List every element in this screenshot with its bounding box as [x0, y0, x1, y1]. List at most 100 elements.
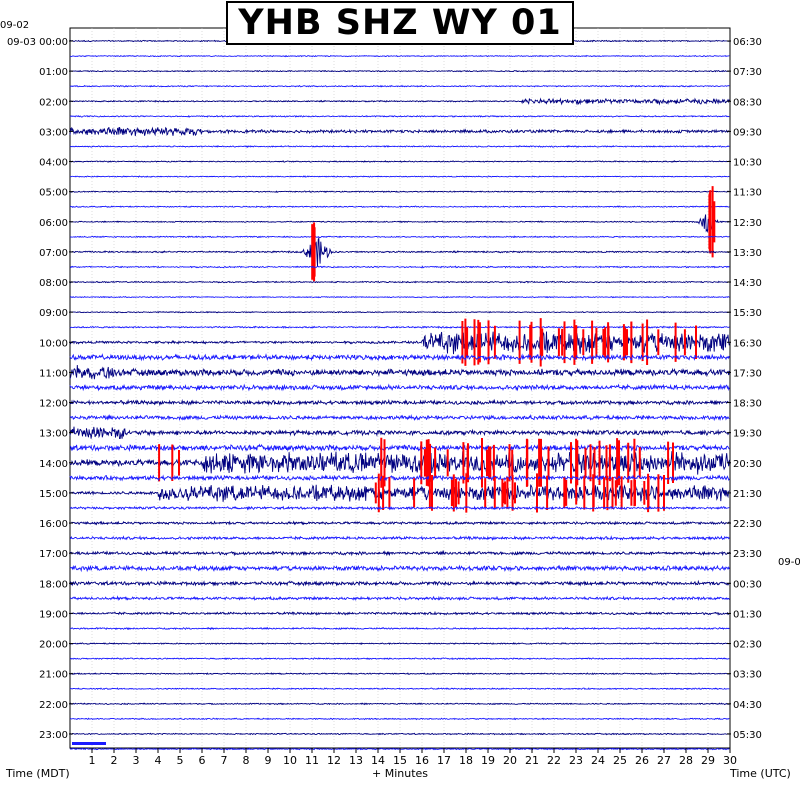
- x-tick-label-21: 21: [525, 754, 539, 767]
- left-hour-label-8: 04:00: [39, 158, 68, 169]
- x-tick-label-8: 8: [243, 754, 250, 767]
- trace-row-30: [69, 484, 730, 502]
- x-tick-label-19: 19: [481, 754, 495, 767]
- next-date-label: 09-0: [778, 557, 800, 568]
- trace-row-10: [69, 190, 730, 193]
- right-hour-label-42: 03:30: [733, 670, 762, 681]
- trace-row-45: [69, 717, 730, 721]
- trace-row-25: [69, 413, 730, 422]
- left-hour-label-42: 21:00: [39, 670, 68, 681]
- trace-row-33: [70, 535, 730, 541]
- x-tick-label-3: 3: [133, 754, 140, 767]
- trace-row-34: [69, 549, 730, 557]
- left-hour-label-28: 14:00: [39, 459, 68, 470]
- right-hour-label-20: 16:30: [733, 338, 762, 349]
- right-hour-label-2: 07:30: [733, 67, 762, 78]
- left-hour-label-0: 09-03 00:00: [7, 37, 68, 48]
- left-hour-label-16: 08:00: [39, 278, 68, 289]
- left-hour-label-32: 16:00: [39, 519, 68, 530]
- station-title: YHB SHZ WY 01: [238, 2, 562, 43]
- right-hour-label-44: 04:30: [733, 700, 762, 711]
- x-tick-label-13: 13: [349, 754, 363, 767]
- trace-row-46: [69, 732, 730, 736]
- trace-row-12: [69, 214, 730, 233]
- x-tick-label-7: 7: [221, 754, 228, 767]
- x-tick-label-10: 10: [283, 754, 297, 767]
- x-tick-label-11: 11: [305, 754, 319, 767]
- x-tick-label-4: 4: [155, 754, 162, 767]
- scale-bar: [72, 742, 106, 745]
- left-hour-label-26: 13:00: [39, 429, 68, 440]
- x-tick-label-26: 26: [635, 754, 649, 767]
- right-hour-label-36: 00:30: [733, 579, 762, 590]
- right-hour-label-28: 20:30: [733, 459, 762, 470]
- trace-row-18: [69, 310, 730, 314]
- trace-row-17: [69, 295, 730, 299]
- right-hour-label-8: 10:30: [733, 158, 762, 169]
- trace-row-42: [69, 672, 730, 676]
- trace-row-20: [69, 331, 730, 355]
- trace-row-37: [69, 595, 730, 602]
- left-hour-label-2: 01:00: [39, 67, 68, 78]
- start-date-label: 09-02: [0, 20, 30, 31]
- left-hour-label-6: 03:00: [39, 127, 68, 138]
- left-hour-label-20: 10:00: [39, 338, 68, 349]
- left-hour-label-44: 22:00: [39, 700, 68, 711]
- trace-row-39: [69, 626, 730, 631]
- x-tick-label-16: 16: [415, 754, 429, 767]
- clipped-spikes-row-20-0: [461, 318, 697, 367]
- trace-row-36: [69, 579, 730, 587]
- left-hour-label-10: 05:00: [39, 188, 68, 199]
- clipped-spikes-row-12-0: [708, 186, 716, 258]
- x-tick-label-27: 27: [657, 754, 671, 767]
- trace-row-29: [69, 474, 730, 482]
- right-hour-label-16: 14:30: [733, 278, 762, 289]
- trace-row-21: [69, 353, 730, 362]
- clipped-spikes-row-28-1: [380, 437, 674, 488]
- trace-row-11: [69, 205, 730, 209]
- x-tick-label-12: 12: [327, 754, 341, 767]
- x-tick-label-1: 1: [89, 754, 96, 767]
- trace-row-32: [69, 520, 730, 526]
- trace-row-41: [69, 657, 730, 661]
- x-tick-label-25: 25: [613, 754, 627, 767]
- left-hour-label-38: 19:00: [39, 609, 68, 620]
- left-hour-label-12: 06:00: [39, 218, 68, 229]
- trace-row-40: [69, 642, 730, 646]
- x-tick-label-18: 18: [459, 754, 473, 767]
- trace-row-26: [69, 426, 730, 439]
- clipped-spikes-row-30-0: [374, 473, 665, 513]
- right-hour-label-24: 18:30: [733, 399, 762, 410]
- right-hour-label-14: 13:30: [733, 248, 762, 259]
- x-tick-label-14: 14: [371, 754, 385, 767]
- x-axis-right-label: Time (UTC): [730, 767, 791, 780]
- trace-row-19: [69, 325, 730, 329]
- trace-row-38: [69, 610, 730, 616]
- trace-row-23: [69, 383, 730, 392]
- x-tick-label-2: 2: [111, 754, 118, 767]
- trace-row-15: [69, 265, 730, 269]
- trace-row-5: [69, 114, 730, 118]
- left-hour-label-36: 18:00: [39, 579, 68, 590]
- station-title-box: YHB SHZ WY 01: [226, 1, 574, 45]
- trace-row-8: [69, 160, 730, 163]
- right-hour-label-6: 09:30: [733, 127, 762, 138]
- left-hour-label-24: 12:00: [39, 399, 68, 410]
- x-tick-label-15: 15: [393, 754, 407, 767]
- right-hour-label-0: 06:30: [733, 37, 762, 48]
- left-hour-label-14: 07:00: [39, 248, 68, 259]
- x-tick-label-22: 22: [547, 754, 561, 767]
- right-hour-label-18: 15:30: [733, 308, 762, 319]
- right-hour-label-38: 01:30: [733, 609, 762, 620]
- clipped-spikes-row-14-0: [311, 222, 316, 282]
- x-tick-label-9: 9: [265, 754, 272, 767]
- right-hour-label-40: 02:30: [733, 640, 762, 651]
- x-tick-label-23: 23: [569, 754, 583, 767]
- trace-row-24: [69, 398, 730, 407]
- x-tick-label-24: 24: [591, 754, 605, 767]
- x-axis-center-label: + Minutes: [372, 767, 429, 780]
- trace-row-16: [69, 280, 730, 284]
- trace-row-3: [69, 84, 730, 88]
- right-hour-label-12: 12:30: [733, 218, 762, 229]
- x-tick-label-29: 29: [701, 754, 715, 767]
